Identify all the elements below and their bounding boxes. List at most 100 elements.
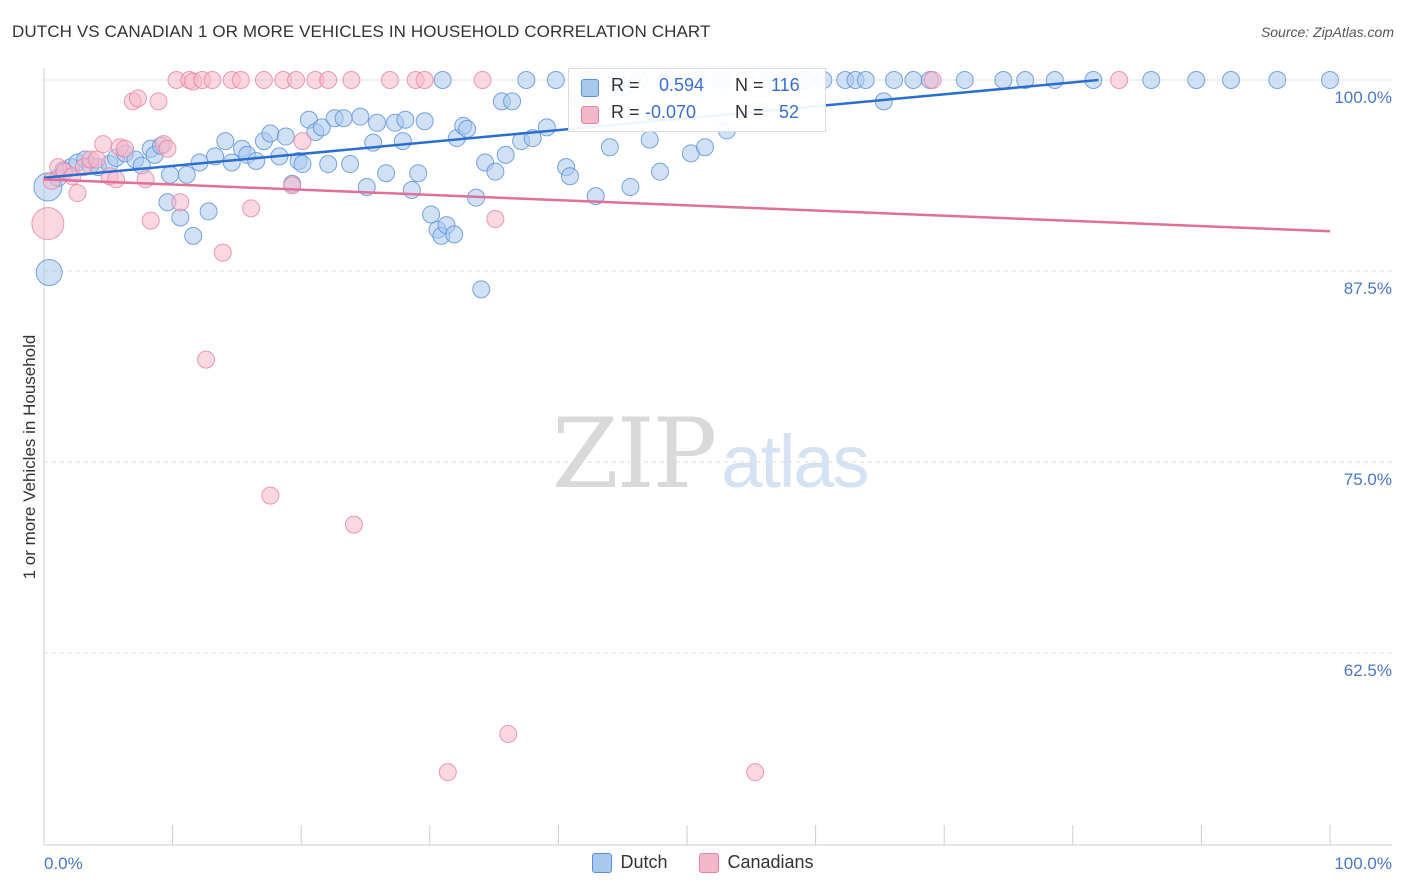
- canadians-trend-line: [43, 178, 1331, 233]
- dutch-point: [35, 259, 63, 287]
- canadians-point: [415, 71, 434, 89]
- canadians-point: [746, 763, 765, 782]
- dutch-point: [377, 164, 396, 183]
- canadians-point: [231, 71, 250, 89]
- canadians-point: [438, 763, 457, 782]
- dutch-point: [621, 177, 640, 196]
- dutch-point: [904, 71, 923, 89]
- dutch-swatch: [592, 852, 613, 873]
- dutch-point: [885, 71, 904, 89]
- canadians-point: [136, 170, 155, 189]
- x-tick-label: 0.0%: [44, 854, 83, 873]
- dutch-point: [393, 132, 412, 151]
- dutch-point: [184, 226, 203, 245]
- canadians-point: [293, 132, 312, 151]
- dutch-point: [368, 113, 387, 132]
- dutch-point: [955, 71, 974, 89]
- dutch-point: [216, 132, 235, 151]
- watermark-zip: ZIP: [552, 398, 717, 510]
- canadians-n-value: 52: [779, 102, 800, 122]
- dutch-r-value: 0.594: [659, 75, 705, 95]
- dutch-point: [1187, 71, 1206, 89]
- y-tick-label: 100.0%: [1334, 88, 1392, 107]
- dutch-point: [496, 145, 515, 164]
- dutch-point: [640, 130, 659, 149]
- dutch-point: [334, 109, 353, 128]
- canadians-point: [128, 89, 147, 108]
- canadians-point: [499, 724, 518, 743]
- canadians-point: [283, 176, 302, 195]
- y-axis-label: 1 or more Vehicles in Household: [20, 335, 39, 580]
- dutch-point: [177, 165, 196, 184]
- axes: [43, 68, 1392, 846]
- canadians-r-label: R =: [611, 102, 640, 122]
- dutch-stat-swatch: [581, 79, 599, 97]
- x-tick-label: 100.0%: [1334, 854, 1392, 873]
- canadians-point: [287, 71, 306, 89]
- y-tick-label: 75.0%: [1344, 470, 1392, 489]
- canadians-n-label: N =: [735, 102, 764, 122]
- canadians-point: [149, 92, 168, 111]
- dutch-point: [276, 127, 295, 146]
- dutch-point: [351, 107, 370, 126]
- dutch-point: [319, 155, 338, 174]
- canadians-point: [158, 139, 177, 158]
- dutch-point: [486, 162, 505, 181]
- dutch-point: [222, 153, 241, 172]
- legend: Dutch Canadians: [0, 852, 1406, 873]
- canadians-point: [254, 71, 273, 89]
- canadians-point: [1110, 71, 1129, 89]
- dutch-point: [433, 71, 452, 89]
- canadians-point: [203, 71, 222, 89]
- dutch-point: [247, 151, 266, 170]
- dutch-point: [161, 165, 180, 184]
- dutch-point: [1221, 71, 1240, 89]
- dutch-point: [856, 71, 875, 89]
- source-label: Source: ZipAtlas.com: [1260, 24, 1394, 40]
- dutch-n-value: 116: [771, 75, 800, 95]
- dutch-point: [537, 118, 556, 137]
- canadians-stat-swatch: [581, 106, 599, 124]
- dutch-point: [396, 110, 415, 129]
- legend-label-canadians: Canadians: [727, 852, 814, 872]
- canadians-point: [171, 193, 190, 212]
- dutch-point: [199, 202, 218, 221]
- legend-item-dutch[interactable]: Dutch: [592, 852, 667, 873]
- dutch-point: [472, 280, 491, 299]
- dutch-point: [994, 71, 1013, 89]
- y-tick-label: 62.5%: [1344, 661, 1392, 680]
- canadians-point: [344, 515, 363, 534]
- canadians-point: [87, 150, 106, 169]
- canadians-point: [380, 71, 399, 89]
- dutch-point: [1321, 71, 1339, 89]
- legend-item-canadians[interactable]: Canadians: [699, 852, 814, 873]
- canadians-point: [473, 71, 492, 89]
- canadians-point: [486, 210, 505, 229]
- canadians-point: [213, 243, 232, 262]
- canadians-point: [116, 139, 135, 158]
- canadians-point: [94, 135, 113, 154]
- y-tick-label: 87.5%: [1344, 279, 1392, 298]
- dutch-point: [1045, 71, 1064, 89]
- dutch-point: [312, 118, 331, 137]
- dutch-point: [445, 225, 464, 244]
- canadians-stats-row: R = -0.070 N = 52: [569, 102, 825, 130]
- canadians-point: [141, 211, 160, 230]
- dutch-point: [402, 181, 421, 200]
- canadians-point: [197, 350, 216, 369]
- dutch-point: [517, 71, 536, 89]
- dutch-point: [1268, 71, 1287, 89]
- canadians-point: [923, 71, 942, 89]
- dutch-point: [422, 205, 441, 224]
- canadians-point: [342, 71, 361, 89]
- gridlines: [44, 79, 1392, 654]
- stats-box: R = 0.594 N = 116 R = -0.070 N = 52: [568, 68, 826, 132]
- dutch-point: [600, 138, 619, 157]
- dutch-r-label: R =: [611, 75, 640, 95]
- dutch-n-label: N =: [735, 75, 764, 95]
- canadians-r-value: -0.070: [645, 102, 697, 122]
- dutch-point: [503, 92, 522, 111]
- dutch-point: [341, 155, 360, 174]
- canadians-point: [319, 71, 338, 89]
